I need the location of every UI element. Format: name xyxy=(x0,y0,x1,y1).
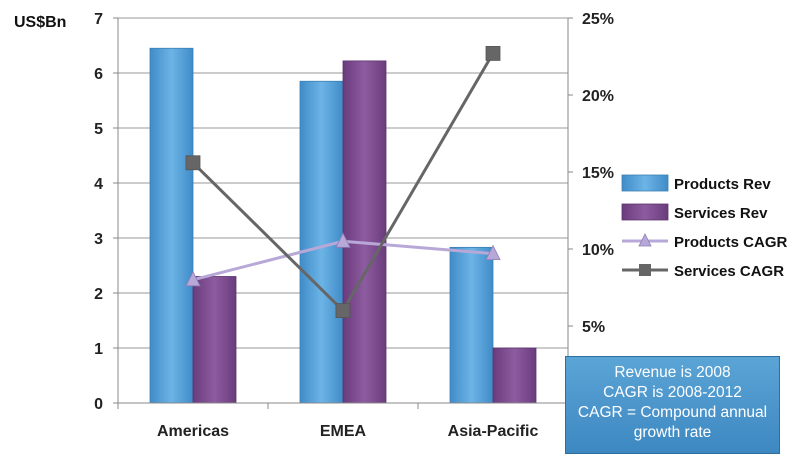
x-tick-label: Americas xyxy=(157,423,229,440)
data-point xyxy=(185,155,201,171)
y-tick-label: 3 xyxy=(94,231,103,248)
bar xyxy=(492,347,537,404)
y2-tick-label: 20% xyxy=(582,88,614,105)
data-point xyxy=(335,232,351,248)
note-line: Revenue is 2008 xyxy=(614,364,731,381)
y2-tick-label: 15% xyxy=(582,165,614,182)
y-tick-label: 5 xyxy=(94,121,103,138)
bar xyxy=(449,246,494,404)
note-line: growth rate xyxy=(633,424,712,441)
y-tick-label: 2 xyxy=(94,286,103,303)
legend-marker xyxy=(638,233,652,247)
data-point xyxy=(485,244,501,261)
y-tick-label: 0 xyxy=(94,396,103,413)
y-tick-label: 6 xyxy=(94,66,103,83)
y-tick-label: 1 xyxy=(94,341,103,358)
note-line: CAGR = Compound annual xyxy=(577,404,768,421)
x-tick-label: Asia-Pacific xyxy=(448,423,539,440)
data-point xyxy=(485,46,501,61)
data-point xyxy=(335,303,351,319)
bar xyxy=(342,60,387,404)
y2-tick-label: 10% xyxy=(582,242,614,259)
bar xyxy=(149,47,194,404)
legend-label: Products CAGR xyxy=(674,234,788,251)
x-tick-label: EMEA xyxy=(320,423,367,440)
legend-swatch xyxy=(621,174,669,192)
note-box: Revenue is 2008 CAGR is 2008-2012 CAGR =… xyxy=(565,356,780,454)
y2-tick-label: 25% xyxy=(582,11,614,28)
bar xyxy=(192,276,237,404)
legend-swatch xyxy=(621,203,669,221)
legend-label: Products Rev xyxy=(674,176,771,193)
y2-tick-label: 5% xyxy=(582,319,605,336)
legend-label: Services Rev xyxy=(674,205,768,222)
legend-label: Services CAGR xyxy=(674,263,784,280)
y-tick-label: 7 xyxy=(94,11,103,28)
y-axis-title: US$Bn xyxy=(14,14,66,31)
data-point xyxy=(185,270,201,287)
y-tick-label: 4 xyxy=(94,176,103,193)
legend-marker xyxy=(639,264,651,276)
note-line: CAGR is 2008-2012 xyxy=(603,384,742,401)
